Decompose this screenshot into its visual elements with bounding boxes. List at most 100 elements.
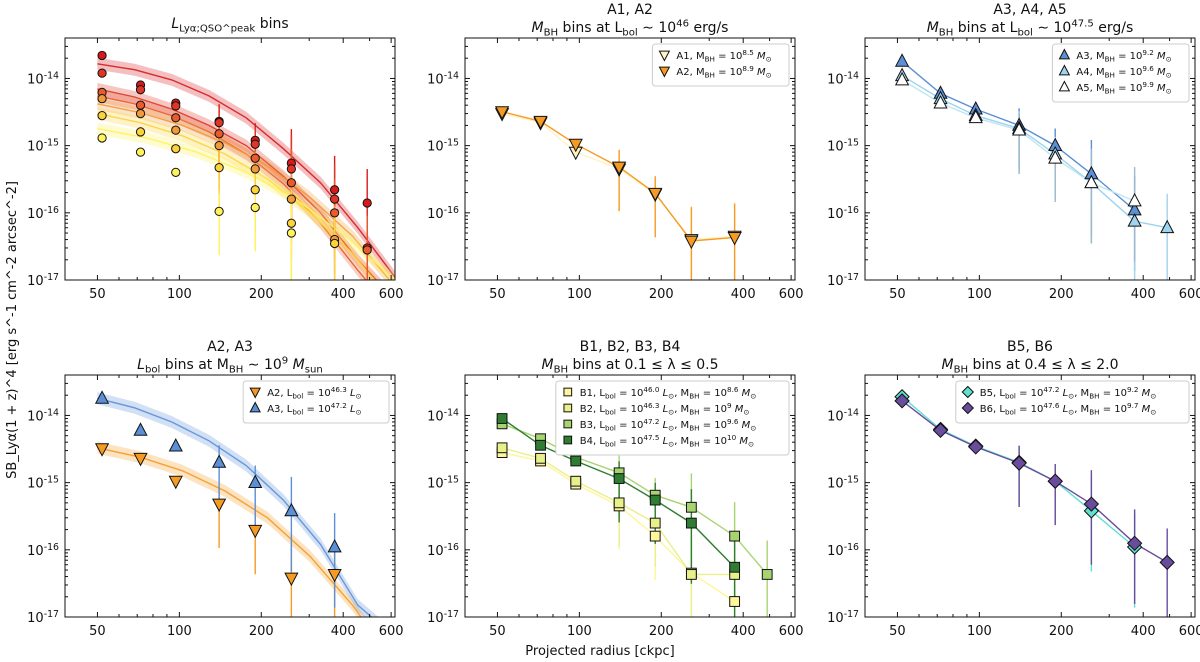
x-tick-label: 400 [331,624,356,639]
data-point [649,494,661,506]
data-point [570,455,582,467]
plot-frame [864,37,1196,281]
data-point [611,161,627,176]
chart-panel-1: 50 100 200 400 600 10-17 10-16 10-15 10-14 LLyα;Q… [27,16,403,302]
data-point [248,524,263,539]
data-point [250,139,260,149]
data-point [729,530,741,542]
legend-label: B2, Lbol = 1046.3 L⊙, MBH = 109 M⊙ [580,401,750,416]
x-tick-label: 200 [1049,287,1074,302]
data-point [214,163,224,173]
legend-box [555,380,790,456]
y-tick-label: 10-14 [27,71,59,88]
x-tick-label: 400 [331,287,356,302]
x-tick-label: 200 [249,287,274,302]
data-point [1127,213,1142,227]
legend-box [1051,43,1190,103]
data-point [685,569,697,580]
y-tick-label: 10-17 [27,272,59,289]
data-point [496,442,508,454]
legend-label: A5, MBH = 109.9 M⊙ [1076,80,1171,95]
data-point [648,187,663,202]
series-line-3 [501,423,768,575]
data-point [1160,219,1175,234]
data-point [761,569,773,580]
data-point [1048,150,1063,164]
data-point [1159,554,1175,571]
chart-title: B5, B6 [1007,339,1053,355]
data-point [894,53,910,67]
x-tick-label: 400 [731,624,756,639]
data-point [1011,455,1027,471]
legend-marker [563,419,573,429]
data-point [286,228,297,238]
x-tick-label: 50 [89,287,106,302]
data-point [286,218,297,228]
x-tick-label: 600 [1179,624,1200,639]
legend-marker [658,66,671,78]
data-point [211,498,227,513]
x-tick-label: 200 [1049,624,1074,639]
y-tick-label: 10-16 [27,542,59,559]
legend-marker [563,435,573,445]
data-point [685,501,697,513]
legend-marker [961,385,975,399]
data-point [133,452,148,467]
model-line-2 [97,88,378,280]
model-line-1 [97,63,395,278]
plot-frame [864,374,1196,618]
data-point [330,185,340,195]
model-band-1 [97,441,366,617]
data-point [94,443,110,457]
data-point [494,106,510,120]
legend-marker [961,401,975,415]
x-tick-label: 600 [779,287,804,302]
data-point [330,238,340,249]
series-line-1 [501,112,735,241]
data-point [250,153,260,163]
legend-label: B5, Lbol = 1047.2 L⊙, MBH = 109.2 M⊙ [980,385,1156,400]
y-tick-label: 10-15 [827,475,859,492]
y-tick-label: 10-16 [27,205,59,222]
chart-panel-3: 50 100 200 400 600 10-17 10-16 10-15 10-14 A3, A4… [827,2,1200,302]
legend-marker [1058,64,1071,76]
data-point [171,167,181,177]
data-point [250,185,260,195]
data-point [533,115,548,130]
data-point [286,178,297,188]
data-point [894,393,910,409]
data-point [570,475,582,487]
data-point [286,194,297,204]
y-tick-label: 10-17 [827,272,859,289]
data-point [135,100,146,110]
data-point [1011,122,1027,136]
model-line-4 [97,103,391,280]
data-point [330,208,340,218]
data-point [135,85,146,95]
y-tick-label: 10-15 [427,138,459,155]
y-tick-label: 10-15 [827,138,859,155]
chart-title: MBH bins at Lbol ∼ 1047.5 erg/s [927,19,1134,39]
x-tick-label: 200 [649,287,674,302]
plot-frame [64,374,396,618]
series-line-2 [501,111,735,242]
legend-marker [563,403,573,413]
model-line-2 [97,397,373,617]
chart-title: A3, A4, A5 [993,2,1066,18]
plot-frame [464,37,796,281]
data-point [968,439,984,455]
series-line-2 [901,400,1168,564]
y-tick-label: 10-14 [827,408,859,425]
data-point [330,194,340,204]
series-line-2 [901,75,1168,229]
data-point [171,144,181,154]
y-tick-label: 10-16 [427,542,459,559]
data-point [535,452,546,464]
legend-marker [1058,48,1071,60]
x-tick-label: 50 [489,287,506,302]
model-band-6 [97,122,395,280]
x-tick-label: 50 [889,287,906,302]
y-tick-label: 10-14 [427,71,459,88]
y-tick-label: 10-14 [27,408,59,425]
